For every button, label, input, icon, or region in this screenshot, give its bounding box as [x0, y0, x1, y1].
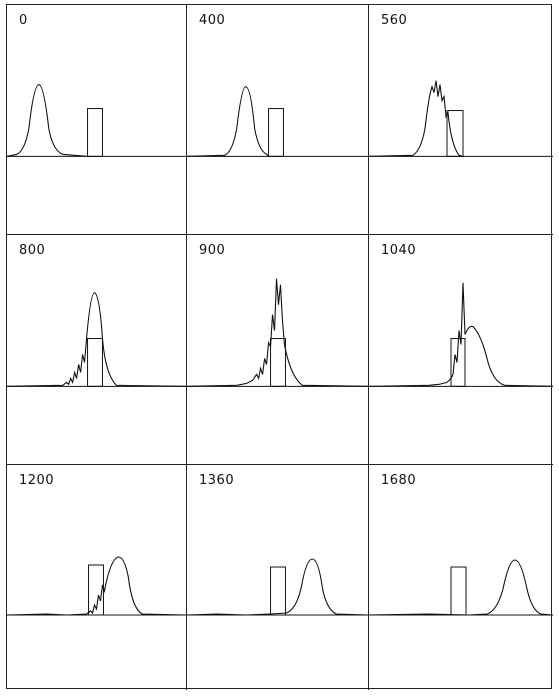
wave-packet-curve — [7, 84, 87, 157]
wave-packet-curve — [369, 282, 553, 387]
wave-packet-curve — [187, 86, 269, 157]
potential-barrier — [88, 564, 104, 616]
panel-plot — [369, 282, 553, 387]
potential-barrier — [270, 566, 286, 616]
panel-plot — [7, 292, 186, 387]
potential-barrier — [446, 110, 464, 157]
wave-packet-curve — [187, 278, 368, 387]
panel-time-560: 560 — [369, 5, 553, 235]
panel-plot — [369, 559, 553, 616]
panel-time-800: 800 — [7, 235, 187, 465]
panel-time-400: 400 — [187, 5, 369, 235]
potential-barrier — [450, 566, 467, 616]
panel-time-0: 0 — [7, 5, 187, 235]
wave-packet-curve — [7, 292, 186, 387]
panel-time-1360: 1360 — [187, 465, 369, 690]
panel-label: 1680 — [381, 473, 417, 488]
panel-label: 1360 — [199, 473, 235, 488]
panel-plot — [187, 86, 368, 157]
wave-packet-curve — [187, 558, 368, 616]
panel-plot — [7, 556, 186, 616]
wave-packet-curve — [7, 556, 186, 616]
panel-plot — [187, 278, 368, 387]
panel-label: 400 — [199, 13, 226, 28]
panel-time-1680: 1680 — [369, 465, 553, 690]
potential-barrier — [87, 338, 103, 387]
panel-label: 800 — [19, 243, 46, 258]
panel-label: 1200 — [19, 473, 55, 488]
panel-plot — [369, 80, 553, 157]
wave-packet-curve — [369, 80, 464, 157]
panel-time-900: 900 — [187, 235, 369, 465]
potential-barrier — [270, 338, 286, 387]
panel-plot — [7, 84, 186, 157]
panel-plot — [187, 558, 368, 616]
wave-packet-figure: 0 400 560 800 900 — [6, 4, 553, 690]
wave-packet-curve — [369, 559, 553, 616]
panel-label: 0 — [19, 13, 28, 28]
panel-time-1200: 1200 — [7, 465, 187, 690]
potential-barrier — [87, 108, 103, 157]
panel-label: 560 — [381, 13, 408, 28]
panel-label: 1040 — [381, 243, 417, 258]
panel-label: 900 — [199, 243, 226, 258]
panel-time-1040: 1040 — [369, 235, 553, 465]
potential-barrier — [268, 108, 284, 157]
